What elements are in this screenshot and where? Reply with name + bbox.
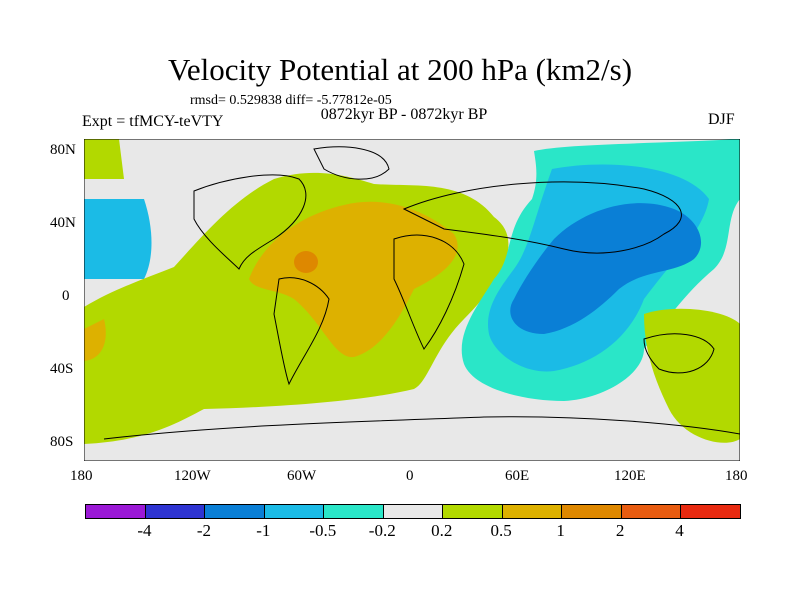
colorbar-label: 1 bbox=[556, 521, 565, 540]
colorbar-label: 2 bbox=[615, 521, 625, 540]
africa bbox=[393, 234, 465, 350]
colorbar bbox=[85, 504, 741, 519]
max-center bbox=[294, 251, 318, 273]
colorbar-label: -4 bbox=[137, 521, 152, 540]
colorbar-segment bbox=[681, 505, 741, 518]
velocity-potential-map bbox=[83, 138, 741, 462]
x-tick-0: 0 bbox=[406, 468, 414, 484]
colorbar-label: 0.5 bbox=[490, 521, 512, 540]
eurasia bbox=[402, 181, 682, 254]
colorbar-label: 0.2 bbox=[431, 521, 453, 540]
antarctica bbox=[103, 416, 741, 440]
colorbar-segment bbox=[443, 505, 503, 518]
colorbar-segment bbox=[264, 505, 325, 518]
x-tick-60e: 60E bbox=[505, 468, 530, 484]
positive-region-northwest bbox=[84, 139, 124, 179]
colorbar-segment bbox=[383, 505, 444, 518]
colorbar-segment bbox=[621, 505, 682, 518]
negative-region-dateline bbox=[84, 199, 152, 279]
colorbar-segment bbox=[324, 505, 384, 518]
colorbar-label: -0.2 bbox=[368, 521, 396, 540]
colorbar-segment bbox=[145, 505, 206, 518]
x-tick-120w: 120W bbox=[174, 468, 211, 484]
colorbar-segment bbox=[502, 505, 563, 518]
coastlines bbox=[103, 146, 741, 440]
x-tick-120e: 120E bbox=[614, 468, 646, 484]
period-label: 0872kyr BP - 0872kyr BP bbox=[320, 106, 488, 123]
colorbar-label: -2 bbox=[196, 521, 211, 540]
colorbar-label: -1 bbox=[256, 521, 271, 540]
north-america bbox=[193, 174, 307, 270]
plot-title: Velocity Potential at 200 hPa (km2/s) bbox=[167, 52, 633, 87]
colorbar-segment bbox=[86, 505, 146, 518]
y-tick-80s: 80S bbox=[50, 434, 74, 450]
x-tick-60w: 60W bbox=[287, 468, 317, 484]
colorbar-label: 4 bbox=[675, 521, 684, 540]
x-tick-180w: 180 bbox=[70, 468, 93, 484]
x-tick-180e: 180 bbox=[725, 468, 748, 484]
stats-label: rmsd= 0.529838 diff= -5.77812e-05 bbox=[190, 93, 392, 108]
y-tick-80n: 80N bbox=[50, 142, 76, 158]
australia bbox=[643, 333, 715, 374]
colorbar-label: -0.5 bbox=[309, 521, 337, 540]
positive-region-australia bbox=[644, 308, 740, 443]
south-america bbox=[273, 277, 330, 386]
colorbar-segment bbox=[205, 505, 265, 518]
min-center bbox=[510, 203, 702, 334]
experiment-label: Expt = tfMCY-teVTY bbox=[82, 113, 224, 130]
colorbar-segment bbox=[562, 505, 622, 518]
season-label: DJF bbox=[708, 111, 735, 128]
y-tick-40s: 40S bbox=[50, 361, 74, 377]
orange-patch-west bbox=[84, 319, 106, 361]
y-tick-40n: 40N bbox=[50, 215, 76, 231]
map-panel bbox=[83, 138, 741, 462]
y-tick-0: 0 bbox=[62, 288, 70, 304]
greenland bbox=[313, 146, 390, 180]
orange-core bbox=[249, 201, 458, 358]
